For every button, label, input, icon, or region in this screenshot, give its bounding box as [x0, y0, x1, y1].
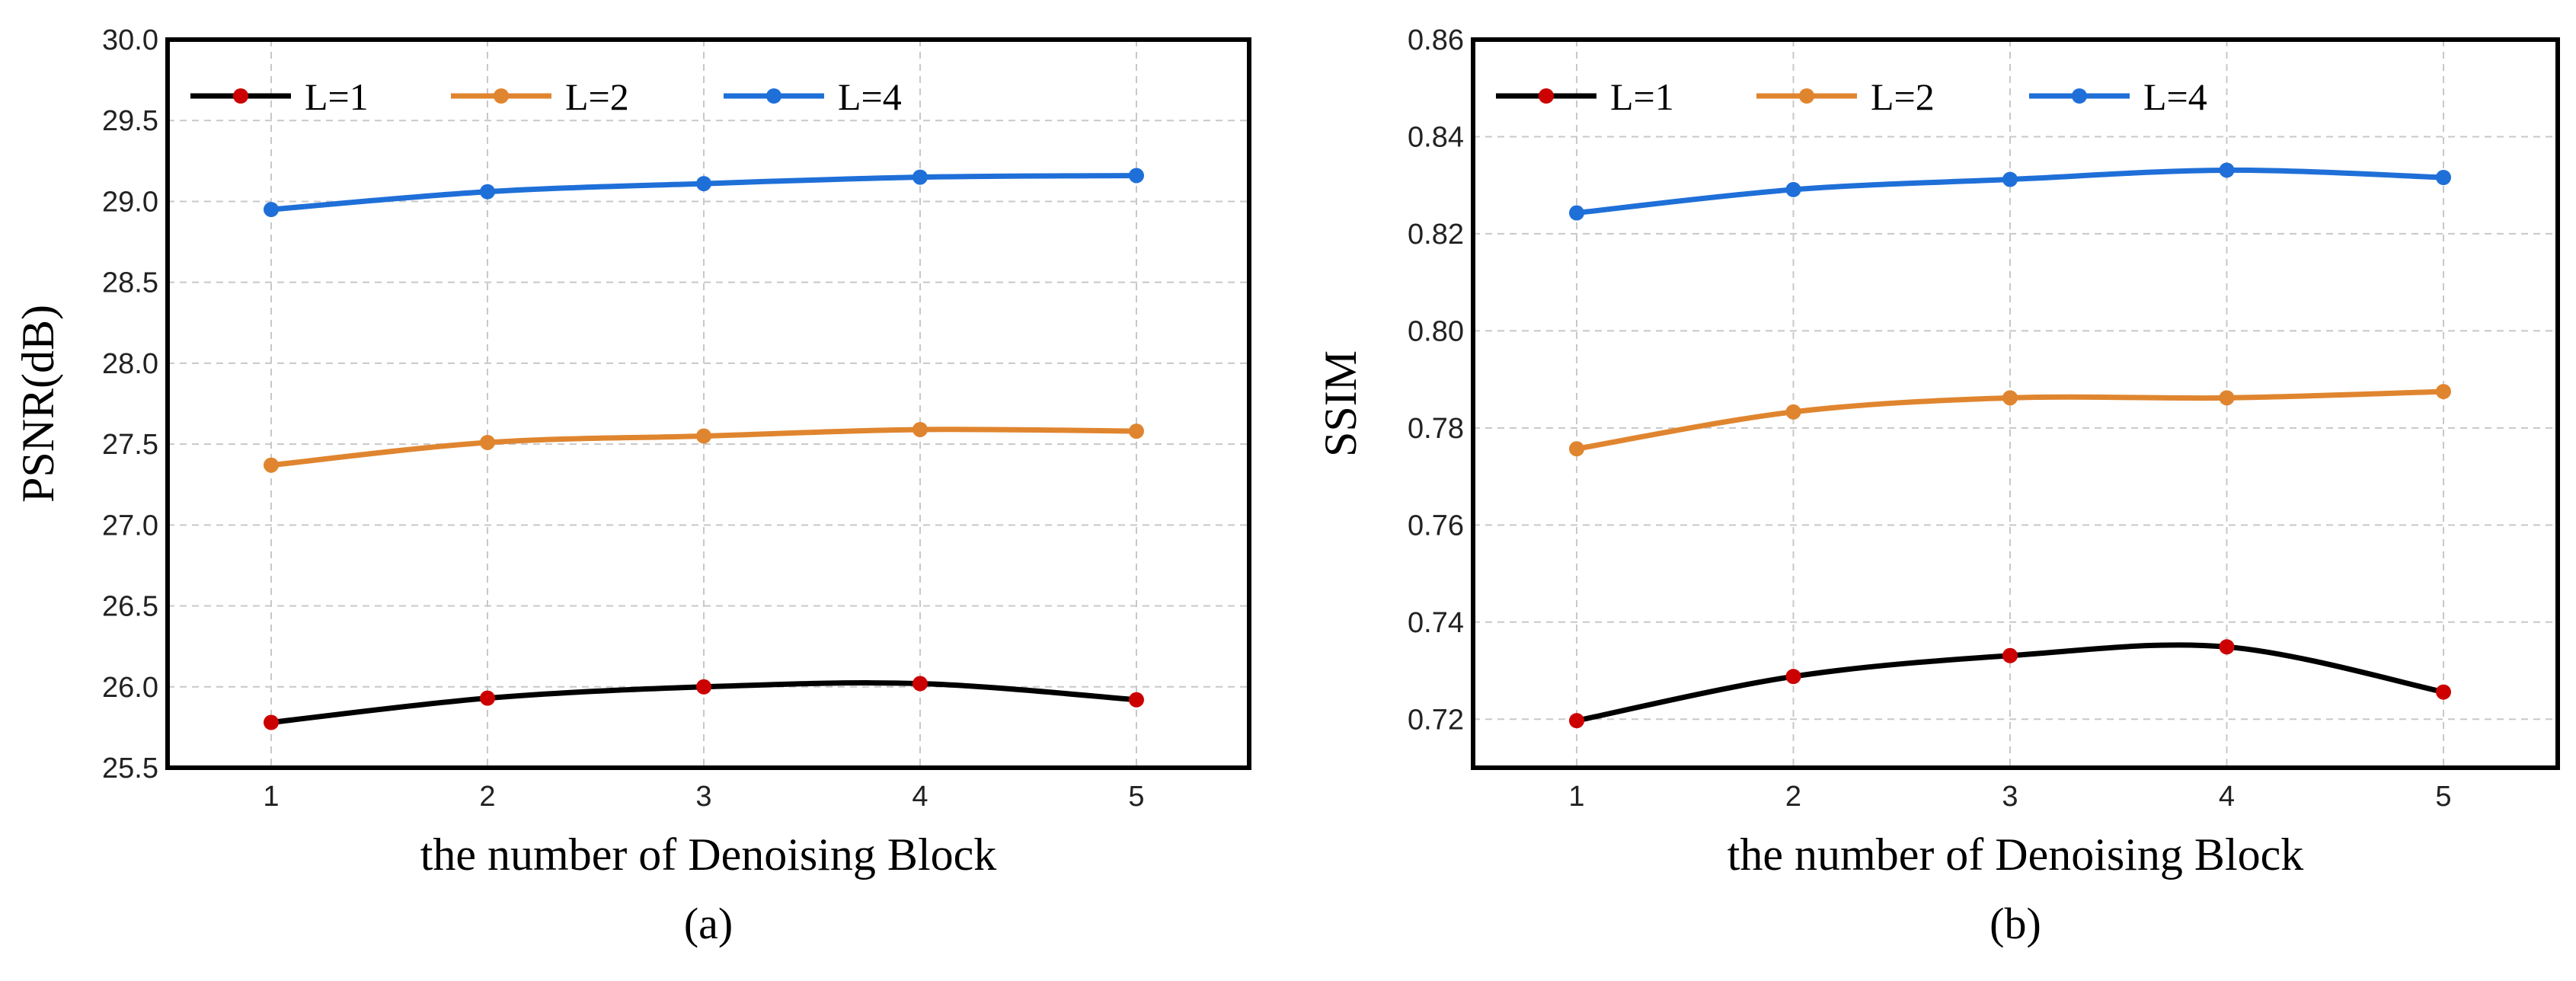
x-tick-label: 4 — [2219, 781, 2235, 813]
y-axis-label: SSIM — [1315, 350, 1366, 457]
data-point-L=4 — [2002, 171, 2018, 187]
data-point-L=1 — [2436, 684, 2451, 700]
data-point-L=2 — [912, 421, 928, 437]
legend-marker-L=4 — [766, 88, 781, 104]
legend-marker-L=4 — [2072, 88, 2087, 104]
legend-marker-L=2 — [494, 88, 509, 104]
y-tick-label: 0.84 — [1408, 121, 1464, 153]
legend-marker-L=2 — [1799, 88, 1814, 104]
data-point-L=2 — [696, 428, 711, 444]
x-tick-label: 1 — [263, 781, 279, 813]
y-tick-label: 29.5 — [102, 105, 158, 137]
legend-label: L=1 — [305, 75, 369, 118]
y-tick-label: 0.82 — [1408, 219, 1464, 251]
data-point-L=1 — [1785, 669, 1801, 685]
plot-frame — [1471, 37, 2560, 770]
data-point-L=1 — [264, 714, 279, 730]
data-point-L=1 — [696, 679, 711, 695]
data-point-L=4 — [2219, 162, 2235, 178]
data-point-L=4 — [1569, 205, 1584, 221]
x-tick-label: 2 — [479, 781, 495, 813]
y-tick-label: 26.0 — [102, 672, 158, 704]
plot-frame — [165, 37, 1251, 770]
data-point-L=2 — [2219, 390, 2235, 406]
legend-label: L=4 — [838, 75, 902, 118]
y-tick-label: 0.72 — [1408, 704, 1464, 736]
legend-label: L=4 — [2143, 75, 2207, 118]
data-point-L=4 — [1785, 181, 1801, 197]
y-tick-label: 29.0 — [102, 186, 158, 218]
x-tick-label: 4 — [912, 781, 928, 813]
legend-marker-L=1 — [1539, 88, 1554, 104]
legend-label: L=2 — [1871, 75, 1935, 118]
data-point-L=2 — [2436, 384, 2451, 400]
data-point-L=4 — [264, 202, 279, 218]
data-point-L=2 — [1129, 423, 1144, 439]
y-tick-label: 26.5 — [102, 591, 158, 623]
data-point-L=4 — [2436, 170, 2451, 186]
data-point-L=2 — [1569, 441, 1584, 457]
legend-marker-L=1 — [233, 88, 248, 104]
data-point-L=1 — [1569, 713, 1584, 729]
data-point-L=2 — [2002, 390, 2018, 406]
x-tick-label: 5 — [2435, 781, 2451, 813]
y-tick-label: 27.0 — [102, 510, 158, 542]
data-point-L=2 — [480, 434, 495, 450]
x-tick-label: 3 — [695, 781, 711, 813]
data-point-L=4 — [912, 169, 928, 185]
y-axis-label: PSNR(dB) — [13, 305, 63, 503]
y-tick-label: 27.5 — [102, 429, 158, 461]
y-tick-label: 28.0 — [102, 348, 158, 380]
y-tick-label: 0.74 — [1408, 607, 1464, 639]
data-point-L=2 — [264, 457, 279, 473]
data-point-L=2 — [1785, 404, 1801, 420]
chart-b: 0.72 0.74 0.76 0.78 0.80 0.82 0.84 0.86 1 2 3 4 5 L=1… — [1315, 24, 2560, 948]
y-tick-label: 25.5 — [102, 753, 158, 784]
data-point-L=1 — [912, 676, 928, 692]
data-point-L=4 — [480, 184, 495, 200]
y-tick-label: 0.76 — [1408, 510, 1464, 542]
data-point-L=4 — [696, 176, 711, 192]
y-tick-label: 0.78 — [1408, 413, 1464, 445]
x-tick-label: 1 — [1568, 781, 1584, 813]
y-tick-label: 0.80 — [1408, 315, 1464, 347]
subfigure-caption: (b) — [1990, 899, 2041, 948]
x-axis-label: the number of Denoising Block — [420, 829, 997, 880]
legend-label: L=2 — [565, 75, 629, 118]
x-tick-label: 3 — [2002, 781, 2018, 813]
data-point-L=1 — [2219, 639, 2235, 655]
legend-label: L=1 — [1610, 75, 1674, 118]
chart-a: 25.5 26.0 26.5 27.0 27.5 28.0 28.5 29.0 29.5 30.0… — [13, 24, 1251, 948]
data-point-L=1 — [1129, 692, 1144, 708]
x-axis-label: the number of Denoising Block — [1727, 829, 2304, 880]
data-point-L=1 — [480, 690, 495, 706]
data-point-L=1 — [2002, 647, 2018, 663]
subfigure-caption: (a) — [684, 899, 733, 948]
x-tick-label: 2 — [1785, 781, 1801, 813]
y-tick-label: 28.5 — [102, 267, 158, 299]
data-point-L=4 — [1129, 168, 1144, 184]
y-tick-label: 0.86 — [1408, 24, 1464, 56]
y-tick-label: 30.0 — [102, 24, 158, 56]
x-tick-label: 5 — [1128, 781, 1144, 813]
